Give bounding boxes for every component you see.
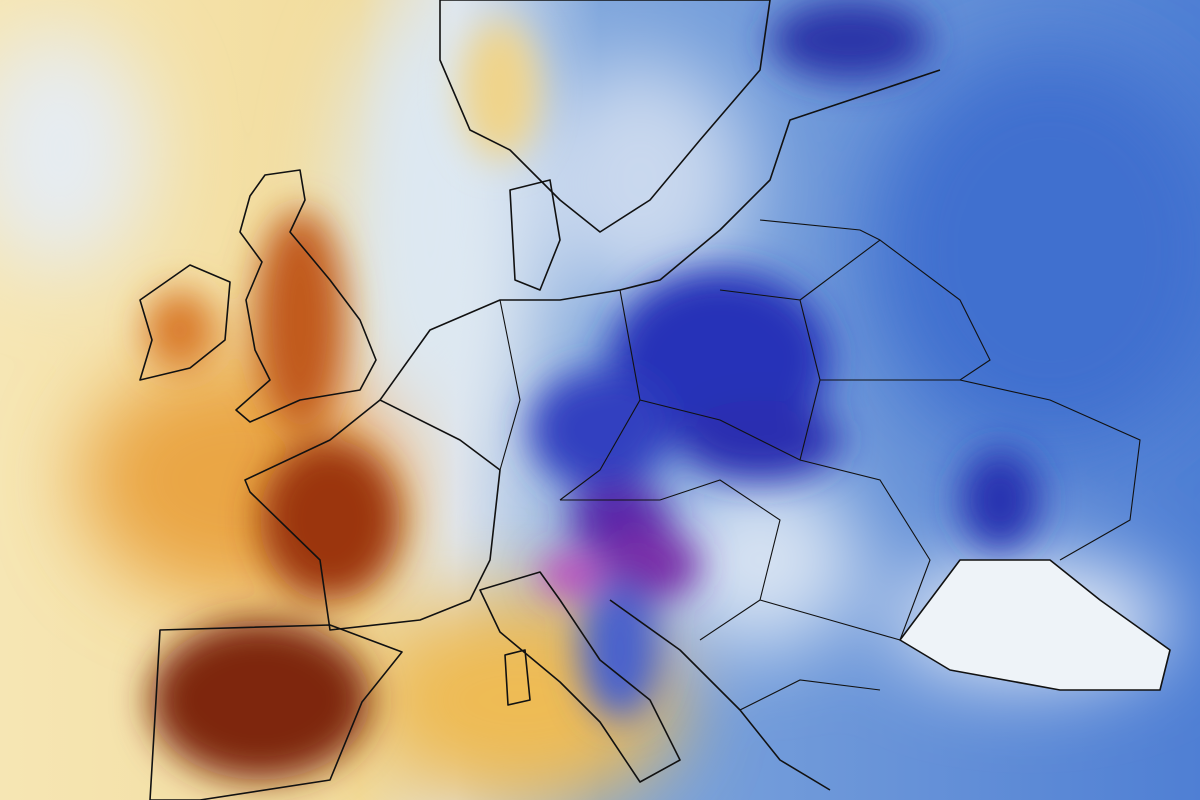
- border: [799, 459, 931, 641]
- border: [499, 299, 521, 471]
- shape: [530, 370, 670, 490]
- shape: [540, 555, 600, 595]
- border: [639, 289, 821, 461]
- border: [560, 479, 781, 641]
- scandinavia: [439, 0, 771, 233]
- shape: [580, 580, 660, 720]
- shape: [260, 440, 400, 600]
- shape: [145, 0, 1040, 780]
- sardinia: [504, 649, 531, 706]
- great-britain: [235, 169, 377, 423]
- shape: [870, 50, 1200, 450]
- border: [759, 599, 901, 641]
- shape: [150, 620, 370, 780]
- shape: [770, 0, 930, 80]
- shape: [0, 30, 150, 270]
- continent-north-coast: [379, 69, 941, 401]
- shape: [460, 20, 540, 160]
- border: [739, 679, 881, 711]
- shape: [145, 290, 215, 370]
- border: [759, 219, 881, 241]
- black-sea: [899, 559, 1171, 691]
- italy: [479, 571, 681, 783]
- france: [244, 399, 501, 631]
- shape: [255, 210, 345, 430]
- denmark: [509, 179, 561, 291]
- shape: [530, 60, 750, 300]
- shape: [960, 450, 1040, 550]
- border: [799, 239, 991, 381]
- coastlines: [139, 0, 1171, 800]
- ireland: [139, 264, 231, 381]
- borders: [499, 219, 1141, 711]
- iberia: [149, 624, 403, 800]
- border: [559, 289, 641, 501]
- border: [959, 379, 1141, 561]
- shape: [660, 470, 860, 650]
